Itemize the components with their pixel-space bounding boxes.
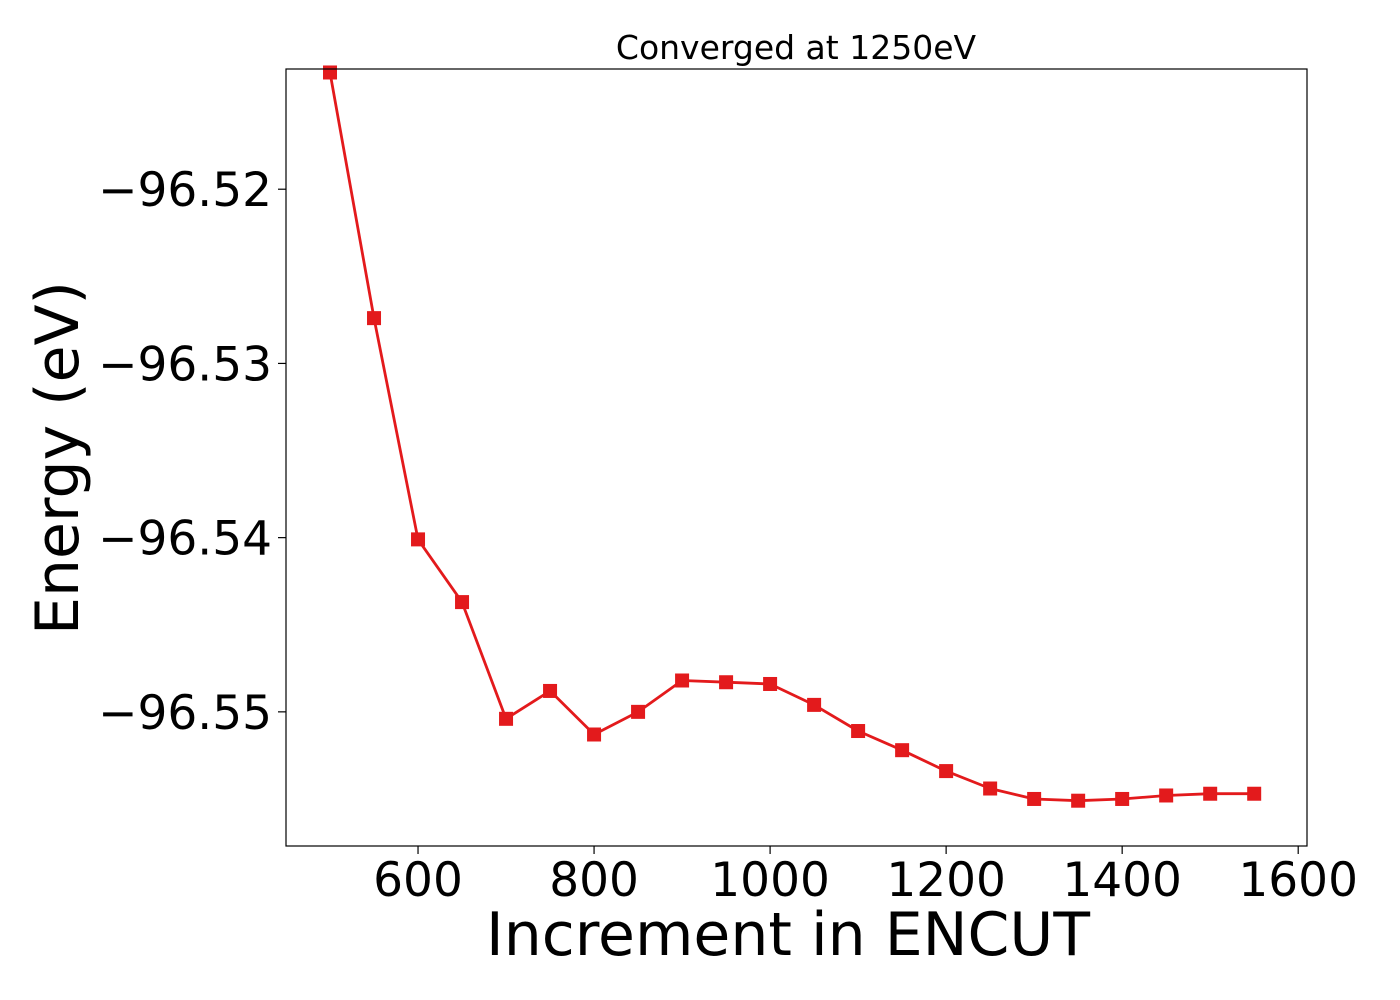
- x-tick-label: 1000: [710, 853, 830, 908]
- data-point-marker: [1071, 793, 1086, 808]
- data-point-marker: [411, 532, 426, 547]
- x-tick-label: 1600: [1238, 853, 1358, 908]
- data-point-marker: [1027, 791, 1042, 806]
- plot-frame: [285, 68, 1308, 847]
- y-tick-label: −96.52: [98, 163, 272, 218]
- x-axis-label: Increment in ENCUT: [486, 900, 1090, 970]
- data-point-marker: [851, 724, 866, 739]
- data-point-marker: [323, 65, 338, 80]
- data-point-marker: [719, 675, 734, 690]
- data-point-marker: [675, 673, 690, 688]
- y-axis-ticks: −96.52 −96.53 −96.54 −96.55: [98, 163, 286, 741]
- x-tick-label: 1200: [886, 853, 1006, 908]
- series-line: [328, 72, 1255, 803]
- data-point-marker: [367, 311, 382, 326]
- data-point-marker: [939, 764, 954, 779]
- x-tick-label: 600: [373, 853, 463, 908]
- chart-title: Converged at 1250eV: [616, 28, 977, 67]
- data-point-marker: [895, 743, 910, 758]
- y-tick-label: −96.55: [98, 686, 272, 741]
- data-point-marker: [1115, 791, 1130, 806]
- data-point-marker: [499, 711, 514, 726]
- y-axis-label: Energy (eV): [23, 281, 93, 635]
- data-point-marker: [1247, 786, 1262, 801]
- data-point-marker: [763, 676, 778, 691]
- data-point-marker: [587, 727, 602, 742]
- data-point-marker: [807, 697, 822, 712]
- data-point-marker: [983, 781, 998, 796]
- y-tick-label: −96.53: [98, 337, 272, 392]
- data-point-marker: [455, 595, 470, 610]
- data-point-marker: [1159, 788, 1174, 803]
- data-point-marker: [631, 704, 646, 719]
- data-point-marker: [1203, 786, 1218, 801]
- x-tick-label: 800: [549, 853, 639, 908]
- y-tick-label: −96.54: [98, 512, 272, 567]
- data-point-marker: [543, 683, 558, 698]
- x-axis-ticks: 600 800 1000 1200 1400 1600: [373, 846, 1358, 908]
- plot-area: [323, 65, 1262, 808]
- x-tick-label: 1400: [1062, 853, 1182, 908]
